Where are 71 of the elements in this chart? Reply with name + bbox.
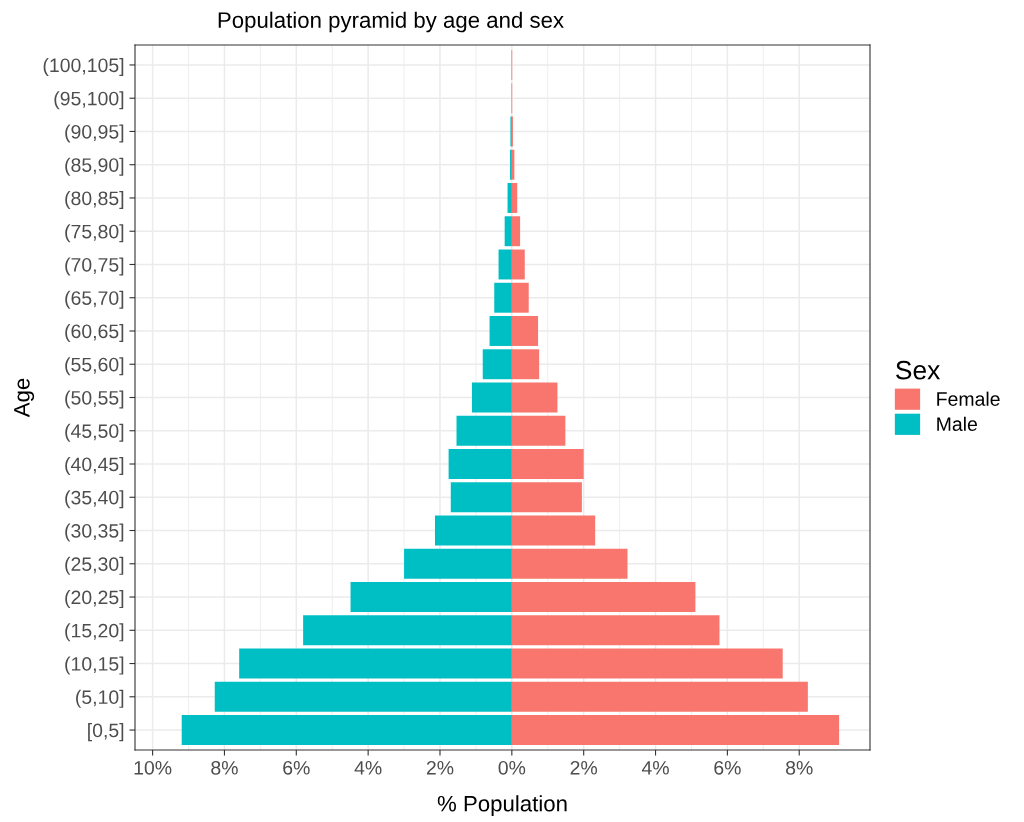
bar — [511, 482, 582, 513]
bar — [214, 681, 512, 712]
bar — [498, 249, 512, 280]
bar — [511, 382, 558, 413]
y-tick-label: (65,70] — [65, 290, 124, 309]
bar — [489, 316, 512, 346]
bar — [494, 282, 512, 313]
x-tick-label: 4% — [641, 761, 669, 775]
y-tick-label: (85,90] — [65, 157, 124, 176]
bar — [507, 183, 512, 213]
bar — [511, 216, 521, 247]
chart-title: Population pyramid by age and sex — [218, 11, 564, 33]
x-tick-label: 2% — [570, 760, 598, 775]
bar — [511, 615, 720, 646]
y-tick-label: [0,5] — [88, 723, 124, 742]
bar — [434, 515, 512, 546]
y-tick-label: (75,80] — [65, 224, 124, 243]
y-tick-label: (95,100] — [54, 91, 124, 110]
bar — [450, 482, 512, 513]
bar — [181, 715, 512, 746]
y-tick-label: (30,35] — [65, 523, 124, 542]
bar — [511, 515, 596, 546]
y-tick-label: (55,60] — [65, 357, 124, 376]
y-tick-label: (90,95] — [65, 124, 124, 143]
bar — [511, 316, 539, 346]
x-tick-label: 8% — [211, 760, 238, 775]
x-tick-label: 6% — [714, 760, 741, 775]
y-tick-label: (35,40] — [65, 490, 124, 509]
bar — [511, 449, 584, 479]
bar — [504, 216, 512, 247]
bar — [511, 582, 696, 612]
bar — [511, 415, 566, 446]
bar — [350, 582, 512, 612]
x-tick-label: 4% — [354, 761, 382, 775]
bar — [511, 349, 540, 380]
x-tick-label: 8% — [786, 760, 813, 775]
x-tick-label: 2% — [426, 760, 454, 775]
bar — [511, 282, 529, 313]
bar — [448, 449, 512, 479]
legend-label: Male — [937, 416, 977, 431]
bar — [303, 615, 512, 646]
y-tick-label: (80,85] — [65, 190, 124, 210]
bar — [239, 648, 512, 679]
bar — [511, 183, 518, 213]
bar — [511, 249, 525, 280]
y-tick-label: (70,75] — [65, 257, 124, 276]
y-tick-label: (25,30] — [65, 556, 124, 575]
x-axis-title: % Population — [437, 795, 567, 816]
bar — [511, 681, 808, 712]
y-tick-label: (20,25] — [65, 589, 124, 609]
y-axis-title: Age — [14, 378, 35, 418]
bar — [482, 349, 512, 380]
y-tick-label: (15,20] — [65, 623, 124, 642]
y-tick-label: (5,10] — [76, 689, 124, 708]
y-tick-label: (50,55] — [65, 390, 124, 409]
y-tick-label: (45,50] — [65, 423, 124, 442]
y-tick-label: (10,15] — [65, 656, 124, 675]
y-tick-label: (60,65] — [65, 323, 124, 343]
bar — [456, 415, 512, 446]
x-tick-label: 6% — [283, 760, 310, 775]
bar — [511, 715, 840, 746]
bar — [511, 548, 628, 579]
legend-label: Female — [937, 391, 1000, 406]
bar — [511, 648, 783, 679]
x-tick-label: 10% — [134, 760, 172, 775]
legend-title: Sex — [896, 360, 941, 380]
y-tick-label: (100,105] — [43, 57, 124, 77]
bar — [404, 548, 512, 579]
y-tick-label: (40,45] — [65, 456, 124, 476]
x-tick-label: 0% — [498, 760, 526, 775]
bar — [471, 382, 512, 413]
